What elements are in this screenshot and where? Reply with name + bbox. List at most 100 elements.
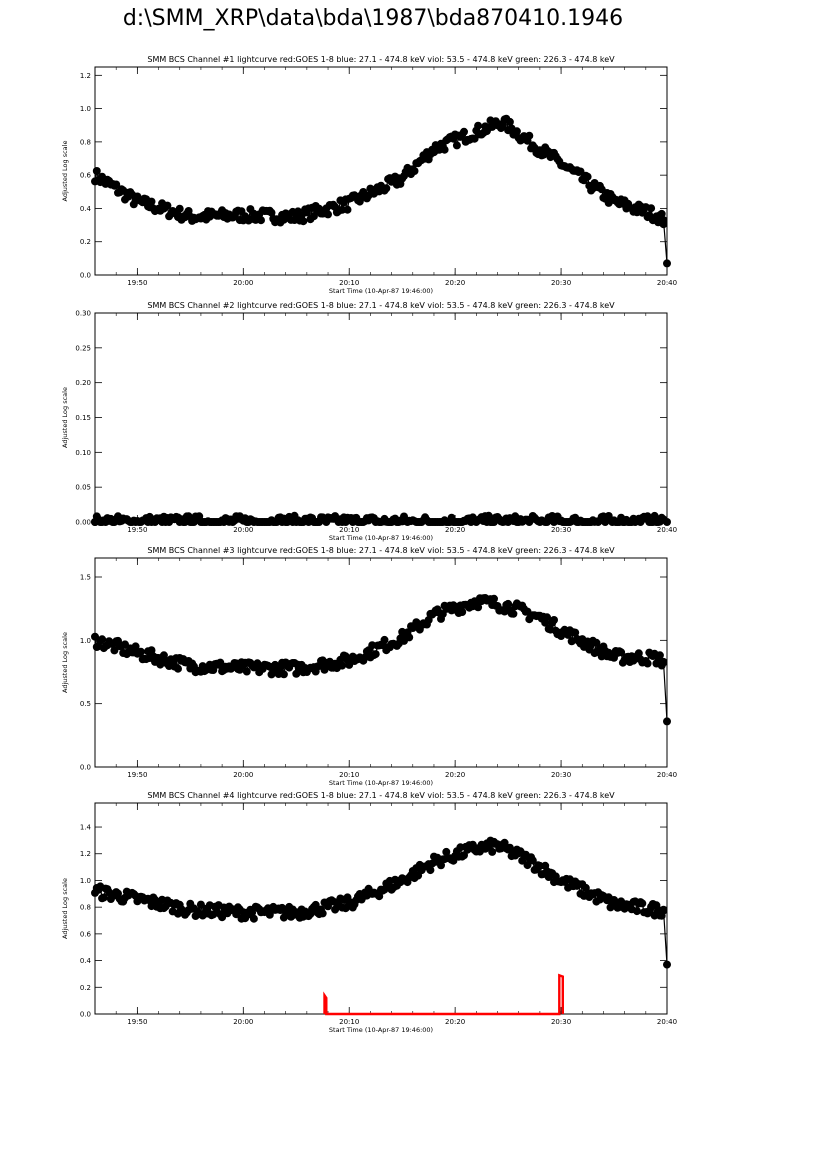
data-point: [163, 201, 172, 210]
x-axis-label: Start Time (10-Apr-87 19:46:00): [329, 1026, 433, 1034]
data-point: [659, 905, 668, 914]
y-tick-label: 0.8: [80, 138, 91, 146]
data-point: [131, 642, 140, 651]
data-point: [617, 648, 626, 657]
y-tick-label: 1.5: [80, 574, 91, 582]
y-tick-label: 0.6: [80, 930, 92, 938]
data-point: [663, 259, 671, 268]
y-tick-label: 0.5: [80, 700, 91, 708]
x-tick-label: 20:10: [339, 1018, 359, 1026]
data-point: [442, 847, 451, 856]
data-point: [474, 121, 483, 130]
plot-frame: [94, 312, 668, 523]
y-tick-label: 0.2: [80, 984, 91, 992]
data-point: [175, 204, 184, 213]
y-tick-label: 1.0: [80, 105, 91, 113]
x-axis-label: Start Time (10-Apr-87 19:46:00): [329, 534, 433, 542]
x-tick-label: 19:50: [127, 526, 147, 534]
data-point: [488, 847, 497, 856]
x-tick-label: 20:20: [445, 1018, 465, 1026]
data-point: [528, 856, 537, 865]
data-point: [91, 518, 99, 526]
y-tick-label: 0.2: [80, 238, 91, 246]
x-tick-label: 20:40: [657, 771, 677, 779]
data-point: [474, 603, 483, 612]
data-point: [98, 635, 107, 644]
data-point: [663, 960, 671, 969]
data-point: [279, 670, 288, 679]
data-point: [550, 616, 558, 624]
data-point: [410, 167, 419, 175]
data-point: [659, 216, 668, 225]
x-tick-label: 20:10: [339, 279, 359, 287]
data-point: [242, 667, 251, 676]
x-tick-label: 19:50: [127, 1018, 147, 1026]
data-point: [267, 208, 276, 217]
data-point: [248, 908, 257, 917]
data-point: [147, 197, 156, 206]
y-axis-label: Adjusted Log scale: [61, 632, 69, 693]
data-point: [504, 599, 513, 608]
data-point: [324, 210, 332, 219]
x-tick-label: 20:20: [445, 526, 465, 534]
data-point: [509, 609, 518, 618]
data-point: [257, 216, 265, 225]
x-tick-label: 19:50: [127, 279, 147, 287]
y-tick-label: 0.6: [80, 172, 92, 180]
data-point: [318, 909, 327, 918]
x-tick-label: 20:40: [657, 279, 677, 287]
data-point: [523, 861, 532, 870]
data-point: [484, 511, 493, 520]
data-point: [458, 608, 467, 616]
data-point: [311, 900, 320, 909]
x-tick-label: 20:10: [339, 771, 359, 779]
series-line: [323, 973, 564, 1016]
data-point: [571, 628, 580, 637]
data-point: [633, 907, 641, 916]
y-axis-label: Adjusted Log scale: [61, 387, 69, 448]
data-point: [460, 127, 468, 136]
data-point: [426, 866, 435, 875]
data-point: [663, 518, 671, 526]
x-tick-label: 20:30: [551, 771, 571, 779]
data-point: [657, 209, 666, 218]
y-tick-label: 0.10: [75, 449, 91, 457]
y-tick-label: 1.2: [80, 72, 91, 80]
data-point: [92, 167, 101, 175]
y-tick-label: 0.15: [75, 414, 91, 422]
data-point: [99, 893, 108, 902]
x-tick-label: 20:10: [339, 526, 359, 534]
data-point: [643, 659, 652, 668]
x-tick-label: 20:00: [233, 526, 253, 534]
x-axis-label: Start Time (10-Apr-87 19:46:00): [329, 287, 433, 295]
data-point: [525, 131, 534, 140]
data-point: [405, 633, 414, 642]
data-point: [380, 635, 389, 644]
data-point: [343, 205, 352, 214]
y-tick-label: 0.00: [75, 519, 91, 527]
data-point: [452, 141, 461, 150]
y-tick-label: 0.4: [80, 205, 92, 213]
x-tick-label: 20:00: [233, 279, 253, 287]
x-axis-label: Start Time (10-Apr-87 19:46:00): [329, 779, 433, 787]
chart-title: SMM BCS Channel #3 lightcurve red:GOES 1…: [147, 546, 615, 555]
y-tick-label: 0.30: [75, 310, 91, 318]
data-point: [338, 661, 347, 670]
x-tick-label: 20:40: [657, 526, 677, 534]
chart-title: SMM BCS Channel #4 lightcurve red:GOES 1…: [147, 791, 615, 800]
y-tick-label: 0.0: [80, 1011, 91, 1019]
data-point: [371, 650, 380, 659]
data-point: [470, 134, 479, 143]
x-tick-label: 19:50: [127, 771, 147, 779]
data-point: [249, 914, 258, 923]
x-tick-label: 20:30: [551, 279, 571, 287]
y-tick-label: 1.0: [80, 637, 91, 645]
x-tick-label: 20:00: [233, 1018, 253, 1026]
x-tick-label: 20:20: [445, 279, 465, 287]
data-point: [634, 649, 643, 658]
chart-title: SMM BCS Channel #2 lightcurve red:GOES 1…: [147, 301, 615, 310]
data-point: [136, 647, 145, 656]
x-tick-label: 20:30: [551, 526, 571, 534]
data-point: [355, 197, 364, 206]
